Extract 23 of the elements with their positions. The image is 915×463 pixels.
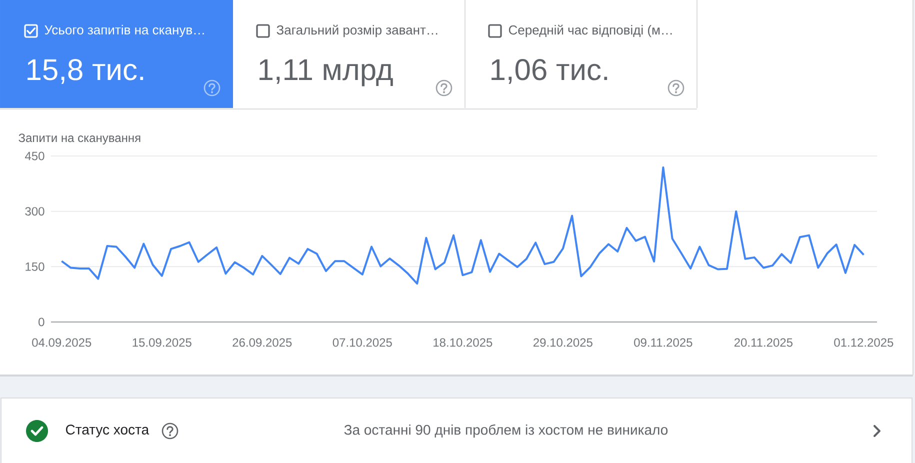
x-tick-label: 04.09.2025 [32,338,92,347]
text: Усього запитів на сканув… [44,24,204,38]
text: За останні 90 днів проблем із хостом не виникало [344,424,668,438]
line-series [60,166,865,285]
x-tick-label: 20.11.2025 [734,338,793,347]
x-tick-label: 07.10.2025 [332,338,392,347]
x-tick-label: 09.11.2025 [634,338,692,347]
y-axis-title: Запити на сканування [18,134,140,144]
y-tick-label: 150 [26,262,44,271]
text: 1,11 млрд [260,59,393,86]
x-tick-label: 29.10.2025 [534,338,592,347]
y-tick-label: 0 [38,318,44,326]
x-tick-label: 18.10.2025 [434,338,492,347]
text: Середній час відповіді (м… [508,24,672,38]
x-tick-label: 01.12.2025 [834,338,894,347]
y-tick-label: 300 [25,207,44,216]
text: 15,8 тис. [28,59,144,84]
x-tick-label: 15.09.2025 [132,338,192,347]
text: Статус хоста [66,424,150,438]
x-tick-label: 26.09.2025 [232,338,292,347]
y-tick-label: 450 [24,152,44,160]
text: 1,06 тис. [492,59,608,84]
text: Загальний розмір завант… [276,24,438,38]
